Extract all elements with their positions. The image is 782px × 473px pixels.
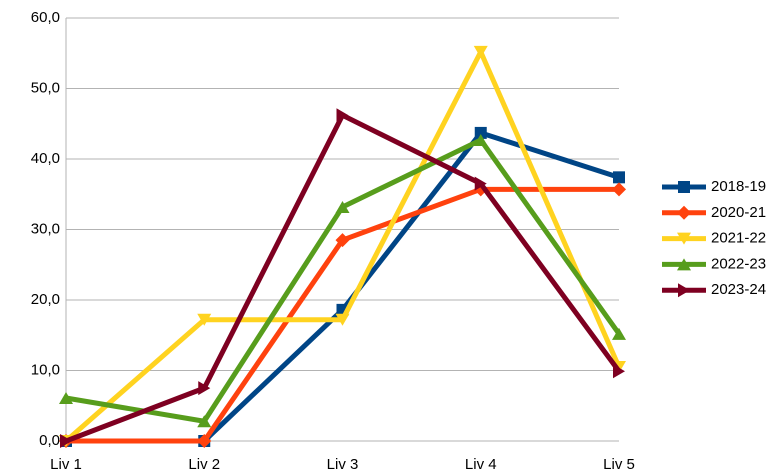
data-point [335,200,350,213]
legend-label: 2018-19 [711,178,766,195]
data-point [612,327,626,340]
data-point [613,364,625,379]
y-tick-label: 30,0 [31,220,60,237]
y-tick-label: 40,0 [31,150,60,167]
y-tick-label: 20,0 [31,291,60,308]
data-point [60,434,72,448]
legend-marker [678,283,690,298]
x-tick-label: Liv 4 [465,456,497,473]
data-point [59,391,73,404]
y-tick-label: 0,0 [39,432,60,449]
data-point [613,171,625,184]
legend-marker [677,258,691,271]
data-point [335,233,350,248]
data-point [473,45,488,58]
data-point [473,133,488,146]
data-point [335,313,350,326]
legend-label: 2022-23 [711,255,766,272]
data-point [197,415,212,428]
legend-marker [677,232,691,245]
x-tick-label: Liv 5 [603,456,635,473]
data-point [198,381,211,396]
data-point [474,176,487,191]
data-point [336,108,349,123]
legend-marker [677,205,691,220]
legend-label: 2023-24 [711,281,766,298]
y-tick-label: 50,0 [31,79,60,96]
x-tick-label: Liv 1 [50,456,82,473]
data-point [197,313,212,326]
x-tick-label: Liv 3 [327,456,359,473]
data-point [197,434,212,448]
data-point [474,126,487,139]
legend-label: 2020-21 [711,204,766,221]
data-point [612,182,626,197]
legend-marker [678,181,690,193]
y-tick-label: 10,0 [31,361,60,378]
x-tick-label: Liv 2 [188,456,220,473]
legend-label: 2021-22 [711,230,766,247]
y-tick-label: 60,0 [31,9,60,26]
series-line [65,112,622,444]
